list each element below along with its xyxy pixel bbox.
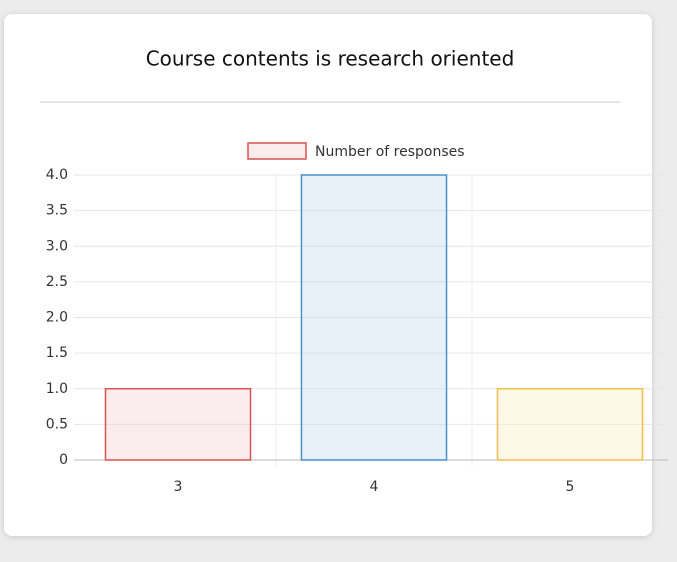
y-tick-label: 0	[59, 452, 68, 468]
y-tick-label: 4.0	[46, 167, 68, 183]
x-tick-label: 3	[174, 479, 183, 495]
card	[4, 14, 652, 536]
bar	[104, 388, 252, 461]
legend-label: Number of responses	[315, 144, 465, 160]
bar	[300, 174, 448, 461]
y-tick-label: 3.5	[46, 203, 68, 219]
y-tick-label: 2.5	[46, 274, 68, 290]
y-tick-label: 1.0	[46, 381, 68, 397]
bar	[496, 388, 644, 461]
x-tick-label: 4	[370, 479, 379, 495]
legend-swatch	[247, 142, 307, 160]
x-tick-label: 5	[566, 479, 575, 495]
y-tick-label: 3.0	[46, 238, 68, 254]
y-tick-label: 1.5	[46, 345, 68, 361]
y-tick-label: 0.5	[46, 416, 68, 432]
chart-title: Course contents is research oriented	[146, 47, 515, 71]
y-tick-label: 2.0	[46, 310, 68, 326]
